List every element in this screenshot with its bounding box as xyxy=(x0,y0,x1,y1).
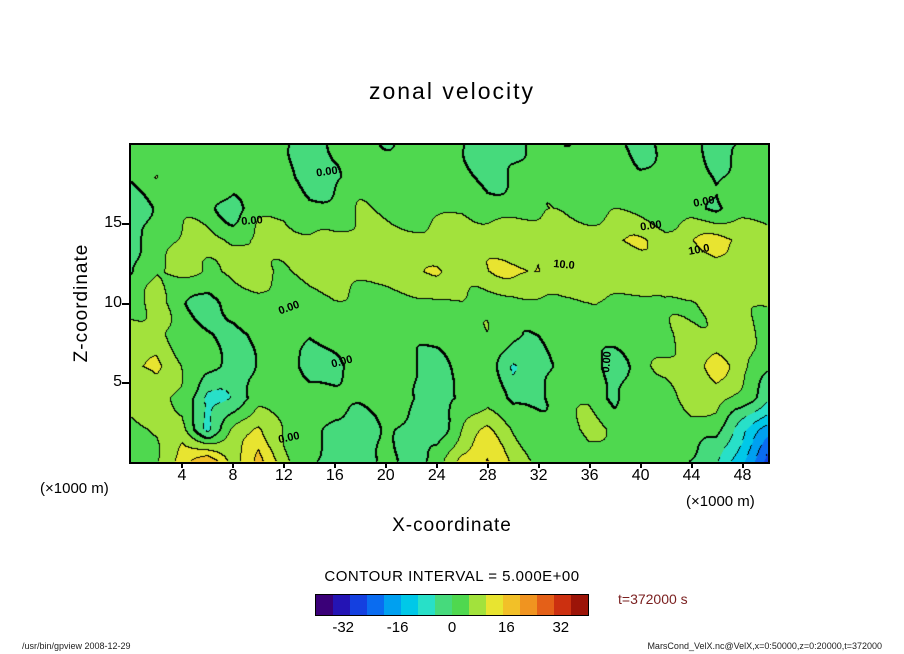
x-tick-mark xyxy=(741,462,744,468)
colorbar-band xyxy=(333,595,350,615)
x-tick-mark xyxy=(639,462,642,468)
contour-value-label: 0.00 xyxy=(692,194,716,210)
x-tick-label: 44 xyxy=(682,467,701,484)
x-tick-label: 48 xyxy=(733,467,752,484)
x-tick-mark xyxy=(537,462,540,468)
plot-title: zonal velocity xyxy=(368,78,536,104)
colorbar-band xyxy=(418,595,435,615)
contour-field-canvas xyxy=(131,145,768,462)
x-tick-mark xyxy=(180,462,183,468)
colorbar-band xyxy=(503,595,520,615)
colorbar-band xyxy=(486,595,503,615)
x-tick-label: 40 xyxy=(631,467,650,484)
y-tick-label: 5 xyxy=(113,372,122,390)
contour-value-label: 10.0 xyxy=(552,258,576,273)
y-axis-unit: (×1000 m) xyxy=(40,480,109,497)
x-tick-label: 8 xyxy=(228,467,238,484)
y-tick-label: 15 xyxy=(104,214,122,232)
colorbar-tick-label: 16 xyxy=(498,619,515,636)
contour-value-label: 0.00 xyxy=(330,353,355,371)
colorbar-band xyxy=(435,595,452,615)
colorbar-band xyxy=(367,595,384,615)
x-tick-label: 32 xyxy=(529,467,548,484)
y-tick-label: 10 xyxy=(104,293,122,311)
colorbar-band xyxy=(350,595,367,615)
contour-value-label: 10.0 xyxy=(687,241,711,258)
x-tick-label: 36 xyxy=(580,467,599,484)
y-tick-mark xyxy=(122,223,129,226)
x-tick-mark xyxy=(486,462,489,468)
colorbar-tick-label: -32 xyxy=(332,619,355,636)
x-axis-unit: (×1000 m) xyxy=(686,493,755,510)
contour-value-label: 0.00 xyxy=(240,214,264,228)
colorbar-band xyxy=(316,595,333,615)
y-tick-mark xyxy=(122,381,129,384)
x-tick-mark xyxy=(231,462,234,468)
colorbar-band xyxy=(401,595,418,615)
x-tick-mark xyxy=(690,462,693,468)
contour-plot-area: 0.00 0.00 0.00 0.00 10.0 10.0 0.00 0.00 0.00 0.00 xyxy=(129,143,770,464)
colorbar-tick-label: 0 xyxy=(447,619,457,636)
x-tick-label: 20 xyxy=(376,467,395,484)
colorbar-band xyxy=(537,595,554,615)
footer-data-source: MarsCond_VelX.nc@VelX,x=0:50000,z=0:2000… xyxy=(647,641,882,651)
x-tick-label: 16 xyxy=(325,467,344,484)
x-tick-mark xyxy=(588,462,591,468)
contour-labels-layer: 0.00 0.00 0.00 0.00 10.0 10.0 0.00 0.00 0.00 0.00 xyxy=(131,145,768,462)
colorbar-band xyxy=(554,595,571,615)
x-tick-label: 24 xyxy=(427,467,446,484)
x-tick-label: 28 xyxy=(478,467,497,484)
x-tick-mark xyxy=(282,462,285,468)
footer-command-path: /usr/bin/gpview 2008-12-29 xyxy=(22,641,131,651)
contour-value-label: 0.00 xyxy=(639,218,663,234)
time-label: t=372000 s xyxy=(618,591,688,607)
x-axis-label: X-coordinate xyxy=(392,515,512,536)
contour-value-label: 0.00 xyxy=(277,430,301,447)
contour-value-label: 0.00 xyxy=(600,350,615,374)
x-tick-label: 12 xyxy=(274,467,293,484)
x-tick-mark xyxy=(384,462,387,468)
x-tick-mark xyxy=(333,462,336,468)
contour-value-label: 0.00 xyxy=(315,164,339,180)
contour-value-label: 0.00 xyxy=(276,298,302,318)
x-tick-label: 4 xyxy=(177,467,187,484)
colorbar-tick-label: -16 xyxy=(386,619,409,636)
colorbar xyxy=(315,594,589,616)
colorbar-band xyxy=(384,595,401,615)
colorbar-band xyxy=(469,595,486,615)
x-tick-mark xyxy=(435,462,438,468)
y-tick-mark xyxy=(122,302,129,305)
colorbar-band xyxy=(571,595,588,615)
colorbar-band xyxy=(452,595,469,615)
contour-interval-label: CONTOUR INTERVAL = 5.000E+00 xyxy=(324,568,580,585)
colorbar-band xyxy=(520,595,537,615)
colorbar-tick-label: 32 xyxy=(552,619,570,636)
